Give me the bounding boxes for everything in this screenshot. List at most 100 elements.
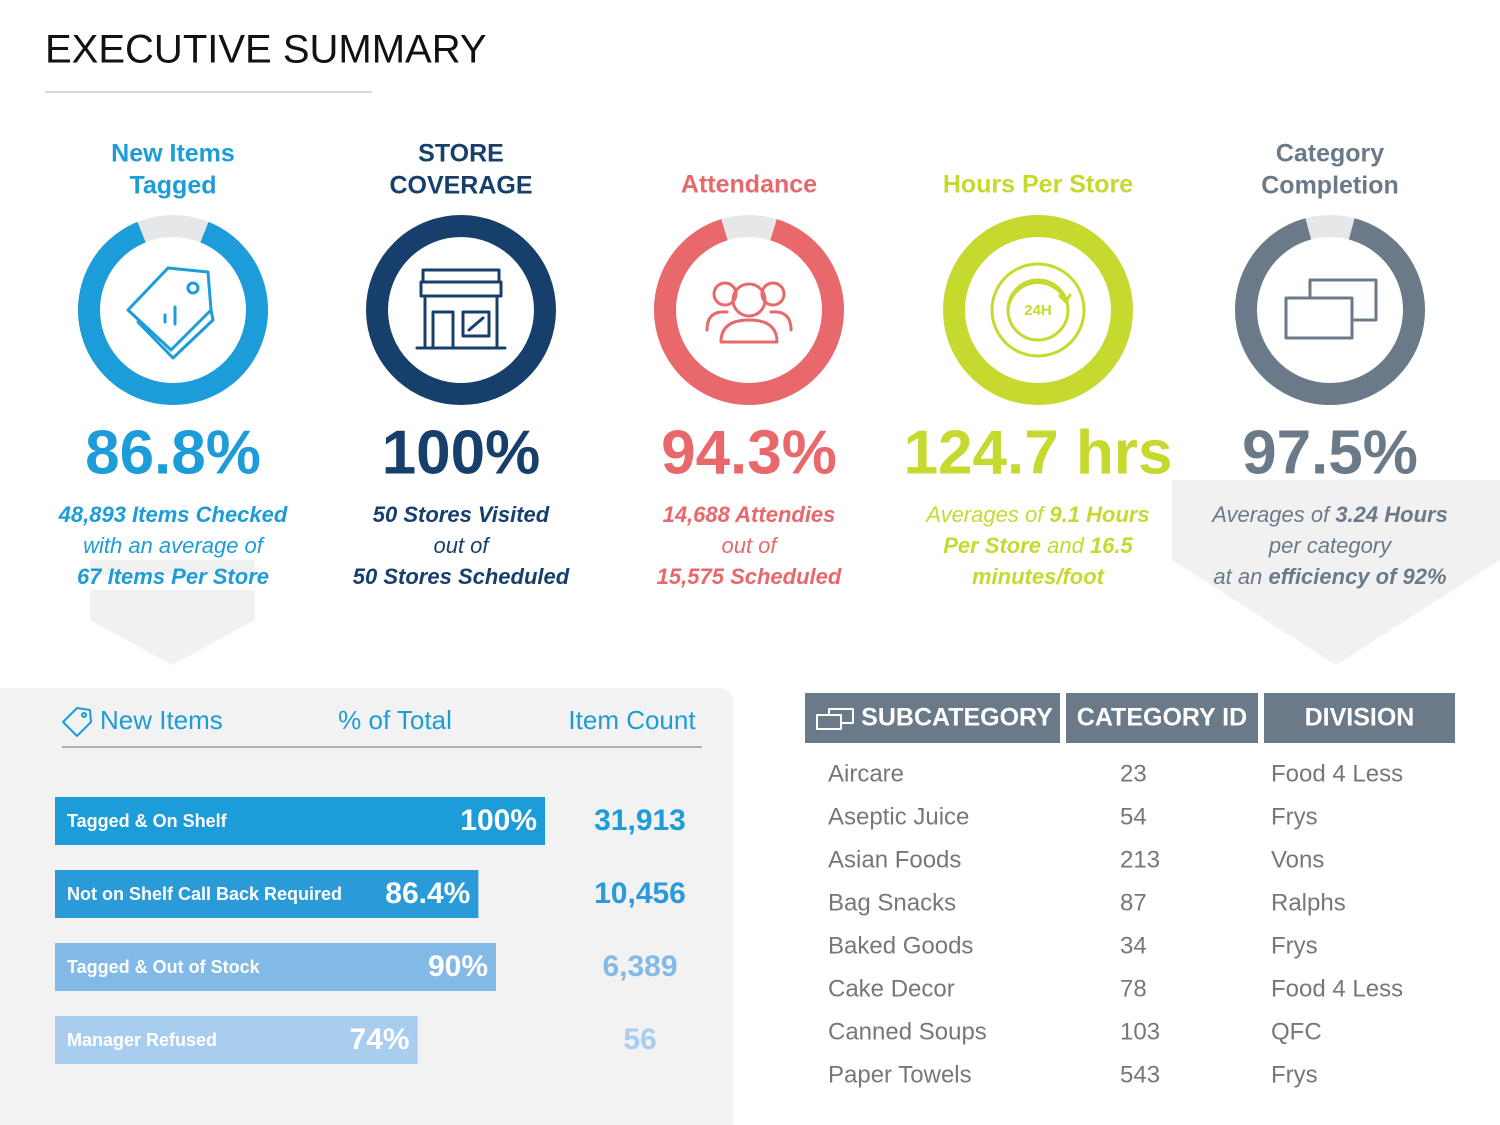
kpi-detail-part: 14,688 Attendies [663,502,836,527]
bar [55,1016,418,1064]
kpi-detail-part: Averages of [1210,502,1335,527]
table-cell: 87 [1120,889,1147,916]
item-count: 10,456 [594,877,686,910]
table-cell: Vons [1271,846,1324,873]
kpi-detail-part: per category [1268,533,1393,558]
kpi-value: 86.8% [85,418,261,487]
kpi-title: STORE [418,140,504,168]
kpi-detail-part: minutes/foot [972,564,1106,589]
table-cell: Food 4 Less [1271,975,1403,1002]
kpi-title: Tagged [129,172,216,200]
item-count: 31,913 [594,804,686,837]
table-cell: Canned Soups [828,1018,987,1045]
page-title: EXECUTIVE SUMMARY [45,28,487,72]
table-cell: 103 [1120,1018,1160,1045]
kpi-detail: 50 Stores Scheduled [353,564,570,589]
kpi-title: Category [1276,140,1384,168]
kpi-value: 94.3% [661,418,837,487]
table-header: SUBCATEGORY [861,704,1053,732]
table-cell: Cake Decor [828,975,955,1002]
table-header-cell [1066,693,1258,743]
bar-header: % of Total [338,705,452,735]
background-chevrons [90,480,1500,665]
cards-icon [1284,278,1378,340]
kpi-detail: Averages of 3.24 Hours [1210,502,1448,527]
small-cards-icon [816,708,854,730]
item-count: 6,389 [602,950,677,983]
bar-label: Tagged & On Shelf [67,811,228,831]
kpi-detail-part: at an [1213,564,1268,589]
table-cell: Frys [1271,803,1318,830]
bar-value-label: 74% [350,1023,410,1056]
kpi-value: 97.5% [1242,418,1418,487]
kpi-title: COVERAGE [389,172,532,200]
table-cell: 54 [1120,803,1147,830]
table-cell: Asian Foods [828,846,961,873]
ring [366,215,556,405]
table-cell: 213 [1120,846,1160,873]
kpi-detail: with an average of [83,533,266,558]
clock-label: 24H [1024,302,1052,319]
table-cell: 543 [1120,1061,1160,1088]
kpi-value: 124.7 hrs [904,418,1173,487]
kpi-detail: out of [433,533,491,558]
bar-label: Tagged & Out of Stock [67,957,261,977]
table-cell: 23 [1120,760,1147,787]
bar [55,943,496,991]
table-cell: QFC [1271,1018,1322,1045]
kpi-detail-part: 48,893 Items Checked [58,502,288,527]
kpi-detail: 50 Stores Visited [373,502,550,527]
kpi-detail-part: 16.5 [1090,533,1134,558]
table-header: DIVISION [1305,704,1415,732]
table-header-cell [805,693,1060,743]
kpi-detail-part: and [1041,533,1090,558]
kpi-detail-part: 15,575 Scheduled [657,564,842,589]
kpi-detail: 14,688 Attendies [663,502,836,527]
kpi-detail-part: efficiency of 92% [1268,564,1446,589]
people-icon [705,281,793,344]
icons: 24H [62,262,1378,737]
kpi-title: Completion [1261,172,1399,200]
kpi-title: Hours Per Store [943,171,1133,199]
bar-header: New Items [100,705,223,735]
table-header-cell [1264,693,1455,743]
kpi-detail-part: out of [433,533,491,558]
small-tag-icon [62,707,92,737]
ring [78,221,268,405]
table-cell: Ralphs [1271,889,1346,916]
bar-label: Not on Shelf Call Back Required [67,884,342,904]
table-cell: Paper Towels [828,1061,972,1088]
kpi-detail-part: 3.24 Hours [1335,502,1448,527]
kpi-detail: 48,893 Items Checked [58,502,288,527]
kpi-title: New Items [111,140,235,168]
kpi-title: Attendance [681,171,817,199]
kpi-detail: Per Store and 16.5 [943,533,1133,558]
table-cell: Aircare [828,760,904,787]
table-cell: Aseptic Juice [828,803,969,830]
kpi-value: 100% [382,418,541,487]
kpi-detail: out of [721,533,779,558]
table-cell: Bag Snacks [828,889,956,916]
table-header: CATEGORY ID [1077,704,1247,732]
bar-value-label: 86.4% [385,877,470,910]
kpi-detail-part: out of [721,533,779,558]
kpi-detail: Averages of 9.1 Hours [924,502,1149,527]
table-cell: 34 [1120,932,1147,959]
store-icon [415,268,507,350]
kpi-detail: per category [1268,533,1393,558]
kpi-detail: minutes/foot [972,564,1106,589]
item-count: 56 [623,1023,656,1056]
bar [55,797,545,845]
bar-value-label: 90% [428,950,488,983]
table-cell: 78 [1120,975,1147,1002]
ring [1235,218,1425,405]
kpi-detail-part: 67 Items Per Store [77,564,269,589]
table-cell: Food 4 Less [1271,760,1403,787]
tag-icon [126,266,215,360]
kpi-detail: at an efficiency of 92% [1213,564,1446,589]
bar-label: Manager Refused [67,1030,217,1050]
kpi-detail: 67 Items Per Store [77,564,269,589]
kpi-detail-part: 9.1 Hours [1049,502,1149,527]
kpi-detail-part: Per Store [943,533,1041,558]
